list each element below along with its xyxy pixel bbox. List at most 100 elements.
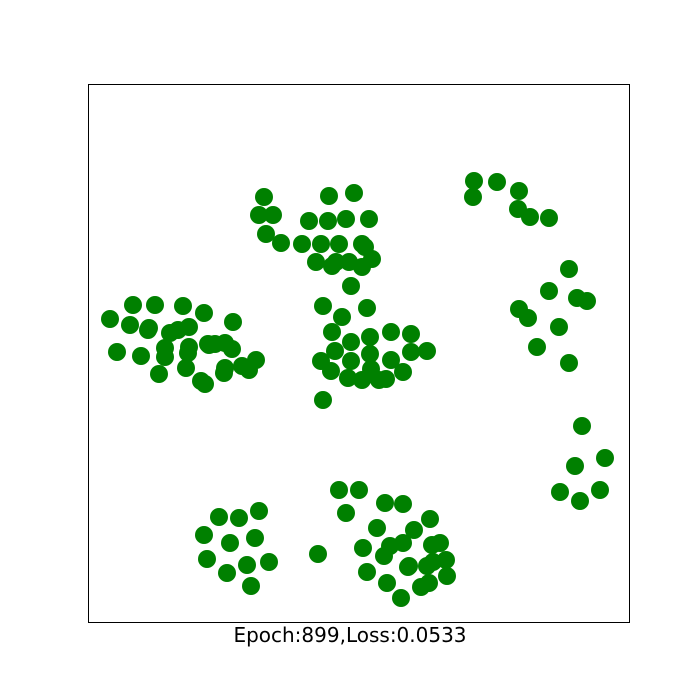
data-point — [247, 351, 265, 369]
data-point — [161, 324, 179, 342]
data-point — [177, 359, 195, 377]
data-point — [246, 529, 264, 547]
data-point — [326, 342, 344, 360]
data-point — [353, 371, 371, 389]
data-point — [337, 210, 355, 228]
data-point — [418, 557, 436, 575]
data-point — [392, 589, 410, 607]
data-point — [108, 343, 126, 361]
data-point — [540, 209, 558, 227]
data-point — [218, 564, 236, 582]
data-point — [255, 188, 273, 206]
data-point — [323, 257, 341, 275]
data-point — [323, 323, 341, 341]
data-point — [146, 296, 164, 314]
data-point — [320, 187, 338, 205]
data-point — [571, 492, 589, 510]
data-point — [260, 553, 278, 571]
data-point — [405, 521, 423, 539]
data-point — [345, 184, 363, 202]
data-point — [394, 534, 412, 552]
data-point — [156, 348, 174, 366]
data-point — [230, 509, 248, 527]
data-point — [400, 557, 418, 575]
data-point — [528, 338, 546, 356]
data-point — [521, 208, 539, 226]
data-point — [210, 508, 228, 526]
data-point — [264, 206, 282, 224]
data-point — [319, 212, 337, 230]
data-point — [421, 510, 439, 528]
data-point — [300, 212, 318, 230]
data-point — [376, 494, 394, 512]
data-point — [238, 556, 256, 574]
data-point — [293, 235, 311, 253]
data-point — [312, 352, 330, 370]
data-point — [312, 235, 330, 253]
data-point — [488, 173, 506, 191]
data-point — [257, 225, 275, 243]
data-point — [250, 502, 268, 520]
data-point — [394, 495, 412, 513]
data-point — [358, 299, 376, 317]
data-point — [361, 345, 379, 363]
data-point — [330, 481, 348, 499]
data-point — [330, 235, 348, 253]
data-point — [132, 347, 150, 365]
data-point — [309, 545, 327, 563]
data-point — [360, 210, 378, 228]
data-point — [519, 309, 537, 327]
plot-frame — [88, 84, 630, 623]
data-point — [375, 547, 393, 565]
data-point — [121, 316, 139, 334]
data-point — [412, 578, 430, 596]
data-point — [573, 417, 591, 435]
data-point — [174, 297, 192, 315]
data-point — [382, 351, 400, 369]
data-point — [354, 539, 372, 557]
data-point — [342, 352, 360, 370]
data-point — [370, 371, 388, 389]
data-point — [363, 250, 381, 268]
data-point — [596, 449, 614, 467]
data-point — [402, 343, 420, 361]
data-point — [206, 335, 224, 353]
data-point — [437, 551, 455, 569]
data-point — [465, 172, 483, 190]
data-point — [223, 340, 241, 358]
data-point — [464, 188, 482, 206]
data-point — [540, 282, 558, 300]
data-point — [250, 206, 268, 224]
data-point — [272, 234, 290, 252]
data-point — [224, 313, 242, 331]
data-point — [438, 567, 456, 585]
data-point — [378, 574, 396, 592]
data-point — [560, 260, 578, 278]
data-point — [198, 550, 216, 568]
x-axis-label: Epoch:899,Loss:0.0533 — [233, 623, 467, 647]
data-point — [124, 296, 142, 314]
data-point — [551, 483, 569, 501]
data-point — [368, 519, 386, 537]
data-point — [242, 577, 260, 595]
data-point — [550, 318, 568, 336]
data-point — [140, 319, 158, 337]
data-point — [339, 369, 357, 387]
data-point — [591, 481, 609, 499]
data-point — [402, 325, 420, 343]
data-point — [195, 526, 213, 544]
data-point — [333, 308, 351, 326]
data-point — [350, 481, 368, 499]
data-point — [382, 323, 400, 341]
data-point — [340, 253, 358, 271]
data-point — [314, 297, 332, 315]
data-point — [314, 391, 332, 409]
data-point — [101, 310, 119, 328]
data-point — [342, 333, 360, 351]
data-point — [566, 457, 584, 475]
data-point — [342, 277, 360, 295]
data-point — [423, 536, 441, 554]
data-point — [195, 304, 213, 322]
data-point — [394, 363, 412, 381]
